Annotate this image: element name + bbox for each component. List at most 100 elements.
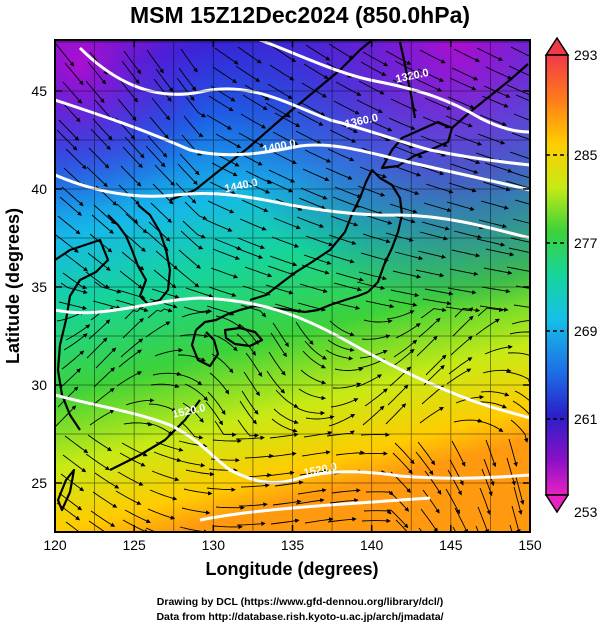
streamline	[420, 307, 447, 319]
streamline	[92, 300, 121, 310]
streamline	[185, 469, 215, 477]
streamline	[420, 508, 438, 532]
streamline	[451, 67, 479, 81]
streamline	[206, 114, 232, 130]
streamline	[299, 469, 329, 476]
streamline	[235, 65, 261, 82]
x-axis-ticks: 120 125 130 135 140 145 150	[43, 40, 542, 553]
streamline	[453, 418, 483, 423]
streamline	[153, 78, 172, 102]
streamline	[240, 483, 270, 488]
streamline	[272, 322, 289, 348]
streamline	[269, 255, 298, 267]
streamline	[146, 49, 164, 74]
streamline	[86, 337, 108, 359]
streamline	[265, 470, 295, 477]
x-tick-label: 150	[518, 537, 542, 553]
streamline	[513, 486, 523, 515]
streamline	[125, 213, 148, 234]
streamline	[87, 61, 107, 85]
streamline	[392, 270, 422, 279]
streamline	[335, 81, 362, 96]
streamline	[363, 509, 392, 515]
streamline	[449, 459, 464, 486]
streamline	[121, 251, 145, 271]
streamline	[270, 332, 287, 358]
colorbar-bottom-arrow	[544, 494, 570, 514]
streamline	[120, 338, 144, 358]
streamline	[65, 324, 91, 341]
streamline	[205, 401, 223, 426]
streamline	[425, 354, 447, 376]
streamline	[301, 450, 331, 457]
streamline	[58, 492, 83, 511]
contour-1520a	[55, 393, 530, 485]
colorbar-tick-label: 277	[574, 235, 598, 251]
streamline	[61, 350, 85, 370]
streamline	[509, 151, 530, 160]
streamline	[475, 525, 479, 532]
streamline	[55, 43, 75, 67]
streamline	[300, 187, 328, 200]
streamline	[296, 407, 326, 416]
coastline-russia	[169, 40, 373, 202]
streamline	[153, 451, 182, 463]
streamline	[446, 201, 475, 211]
streamline	[362, 405, 385, 426]
streamline	[477, 307, 504, 317]
streamline	[360, 252, 389, 262]
streamline	[481, 286, 511, 294]
streamline	[175, 373, 203, 386]
streamline	[301, 82, 327, 98]
streamline	[394, 251, 424, 261]
streamline	[145, 321, 171, 338]
streamline	[184, 201, 208, 220]
streamline	[149, 116, 169, 139]
streamline	[206, 487, 236, 492]
streamline	[451, 249, 481, 258]
streamline	[61, 186, 84, 207]
streamline	[355, 204, 384, 216]
streamline	[513, 113, 530, 121]
colorbar-tick-label: 285	[574, 147, 598, 163]
streamline	[453, 48, 480, 62]
streamline	[237, 419, 259, 438]
streamline	[180, 421, 204, 440]
streamline	[330, 215, 359, 227]
streamline	[209, 181, 237, 195]
streamline	[236, 521, 266, 527]
streamline	[238, 323, 259, 345]
y-tick-label: 45	[31, 83, 47, 99]
streamline	[241, 199, 269, 213]
colorbar-tick-label: 261	[574, 411, 598, 427]
streamline	[483, 267, 513, 275]
streamline	[365, 118, 393, 132]
colorbar-tick-label: 293	[574, 47, 598, 63]
geopotential-contours	[55, 40, 530, 522]
streamline	[237, 237, 265, 250]
streamline	[511, 132, 530, 141]
streamline	[91, 214, 114, 234]
streamline	[64, 62, 84, 86]
streamline	[272, 499, 302, 506]
streamline	[269, 64, 295, 81]
gridlines	[55, 40, 530, 532]
streamline	[514, 199, 530, 205]
streamline	[447, 96, 475, 109]
contour-1520b	[199, 496, 431, 522]
streamline	[243, 180, 271, 194]
streamline	[328, 43, 354, 60]
streamline	[386, 310, 415, 320]
streamline	[334, 367, 364, 372]
streamline	[269, 432, 299, 439]
streamline	[508, 65, 530, 77]
streamline	[478, 219, 507, 229]
streamline	[479, 114, 507, 127]
streamline	[123, 50, 142, 75]
colorbar-top-arrow	[544, 36, 570, 56]
streamline	[297, 111, 324, 126]
streamline	[91, 387, 115, 407]
streamline	[391, 348, 415, 368]
streamline	[89, 409, 115, 426]
